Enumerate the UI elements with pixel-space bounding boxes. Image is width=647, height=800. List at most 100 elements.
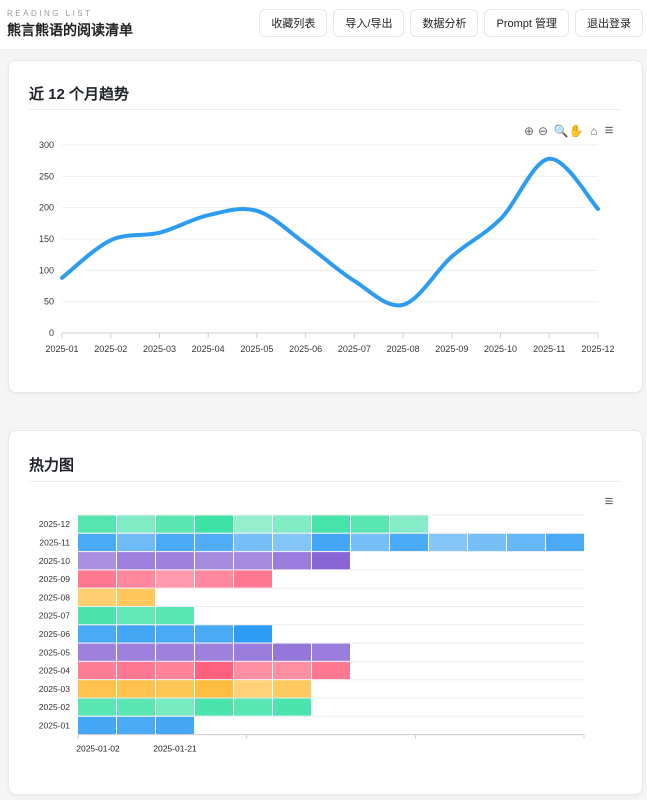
- heatmap-cell[interactable]: [78, 552, 116, 570]
- heatmap-cell[interactable]: [234, 680, 272, 698]
- heatmap-cell[interactable]: [234, 515, 272, 533]
- heatmap-cell[interactable]: [117, 643, 155, 661]
- row-label: 2025-12: [39, 519, 70, 529]
- x-tick-label: 2025-04: [192, 344, 225, 354]
- heatmap-cell[interactable]: [78, 716, 116, 735]
- heatmap-cell[interactable]: [156, 716, 194, 735]
- heatmap-cell[interactable]: [273, 515, 311, 533]
- heatmap-cell[interactable]: [78, 570, 116, 588]
- heatmap-cell[interactable]: [156, 698, 194, 716]
- heatmap-cell[interactable]: [312, 643, 350, 661]
- heatmap-cell[interactable]: [273, 552, 311, 570]
- heatmap-cell[interactable]: [117, 698, 155, 716]
- heatmap-cell[interactable]: [312, 515, 350, 533]
- pan-hand-icon[interactable]: ✋: [569, 124, 584, 138]
- heatmap-cell[interactable]: [273, 661, 311, 680]
- heatmap-cell[interactable]: [78, 643, 116, 661]
- heatmap-cell[interactable]: [78, 588, 116, 606]
- heatmap-cell[interactable]: [468, 533, 506, 552]
- eyebrow-label: READING LIST: [7, 9, 93, 18]
- divider: [29, 481, 622, 482]
- heatmap-cell[interactable]: [195, 570, 233, 588]
- heatmap-cell[interactable]: [78, 625, 116, 643]
- heatmap-cell[interactable]: [156, 570, 194, 588]
- x-tick-label: 2025-03: [143, 344, 176, 354]
- heatmap-cell[interactable]: [117, 607, 155, 625]
- row-label: 2025-03: [39, 684, 70, 694]
- y-tick-label: 100: [39, 265, 54, 275]
- row-label: 2025-01: [39, 720, 70, 730]
- heatmap-cell[interactable]: [117, 588, 155, 606]
- heatmap-cell[interactable]: [312, 533, 350, 552]
- heatmap-cell[interactable]: [156, 661, 194, 680]
- heatmap-cell[interactable]: [273, 680, 311, 698]
- heatmap-cell[interactable]: [78, 607, 116, 625]
- heatmap-cell[interactable]: [273, 533, 311, 552]
- heatmap-cell[interactable]: [117, 716, 155, 735]
- x-tick-label: 2025-06: [289, 344, 322, 354]
- heatmap-cell[interactable]: [117, 661, 155, 680]
- heatmap-cell[interactable]: [390, 533, 428, 552]
- heatmap-cell[interactable]: [234, 533, 272, 552]
- heatmap-cell[interactable]: [195, 661, 233, 680]
- heatmap-cell[interactable]: [195, 515, 233, 533]
- heatmap-cell[interactable]: [156, 533, 194, 552]
- heatmap-cell[interactable]: [78, 515, 116, 533]
- heatmap-cell[interactable]: [78, 698, 116, 716]
- logout-button[interactable]: 退出登录: [575, 9, 643, 37]
- heatmap-cell[interactable]: [429, 533, 467, 552]
- heatmap-cell[interactable]: [117, 533, 155, 552]
- y-tick-label: 300: [39, 140, 54, 150]
- heatmap-cell[interactable]: [156, 625, 194, 643]
- heatmap-cell[interactable]: [234, 643, 272, 661]
- heatmap-cell[interactable]: [78, 680, 116, 698]
- heatmap-cell[interactable]: [78, 533, 116, 552]
- heatmap-cell[interactable]: [117, 570, 155, 588]
- prompt-manage-button[interactable]: Prompt 管理: [484, 9, 569, 37]
- heatmap-cell[interactable]: [156, 552, 194, 570]
- favorites-button[interactable]: 收藏列表: [259, 9, 328, 37]
- menu-icon[interactable]: ≡: [605, 493, 614, 510]
- heatmap-cell[interactable]: [234, 625, 272, 643]
- heatmap-cell[interactable]: [546, 533, 584, 552]
- heatmap-cell[interactable]: [117, 552, 155, 570]
- heatmap-cell[interactable]: [351, 533, 389, 552]
- heatmap-cell[interactable]: [312, 552, 350, 570]
- heatmap-cell[interactable]: [312, 661, 350, 680]
- row-label: 2025-10: [39, 556, 70, 566]
- analytics-button[interactable]: 数据分析: [410, 9, 479, 37]
- heatmap-cell[interactable]: [351, 515, 389, 533]
- zoom-in-icon[interactable]: ⊕: [524, 124, 534, 138]
- heatmap-cell[interactable]: [156, 607, 194, 625]
- heatmap-title: 热力图: [29, 457, 75, 474]
- import-export-button[interactable]: 导入/导出: [333, 9, 405, 37]
- heatmap-cell[interactable]: [195, 698, 233, 716]
- heatmap-cell[interactable]: [117, 515, 155, 533]
- heatmap-cell[interactable]: [156, 643, 194, 661]
- heatmap-cell[interactable]: [117, 680, 155, 698]
- heatmap-cell[interactable]: [507, 533, 545, 552]
- heatmap-cell[interactable]: [273, 643, 311, 661]
- heatmap-cell[interactable]: [234, 661, 272, 680]
- heatmap-cell[interactable]: [195, 625, 233, 643]
- heatmap-cell[interactable]: [78, 661, 116, 680]
- heatmap-cell[interactable]: [195, 643, 233, 661]
- heatmap-cell[interactable]: [234, 698, 272, 716]
- heatmap-cell[interactable]: [195, 533, 233, 552]
- home-reset-icon[interactable]: ⌂: [590, 124, 597, 138]
- x-tick-label: 2025-01-02: [76, 744, 120, 754]
- selection-zoom-icon[interactable]: 🔍: [554, 123, 569, 138]
- zoom-out-icon[interactable]: ⊖: [538, 124, 548, 138]
- heatmap-cell[interactable]: [273, 698, 311, 716]
- heatmap-cell[interactable]: [234, 570, 272, 588]
- heatmap-cell[interactable]: [156, 680, 194, 698]
- heatmap-cell[interactable]: [117, 625, 155, 643]
- y-tick-label: 0: [49, 328, 54, 338]
- heatmap-cell[interactable]: [195, 680, 233, 698]
- heatmap-cell[interactable]: [390, 515, 428, 533]
- heatmap-cell[interactable]: [195, 552, 233, 570]
- heatmap-cell[interactable]: [234, 552, 272, 570]
- row-label: 2025-09: [39, 574, 70, 584]
- menu-icon[interactable]: ≡: [605, 122, 614, 139]
- heatmap-cell[interactable]: [156, 515, 194, 533]
